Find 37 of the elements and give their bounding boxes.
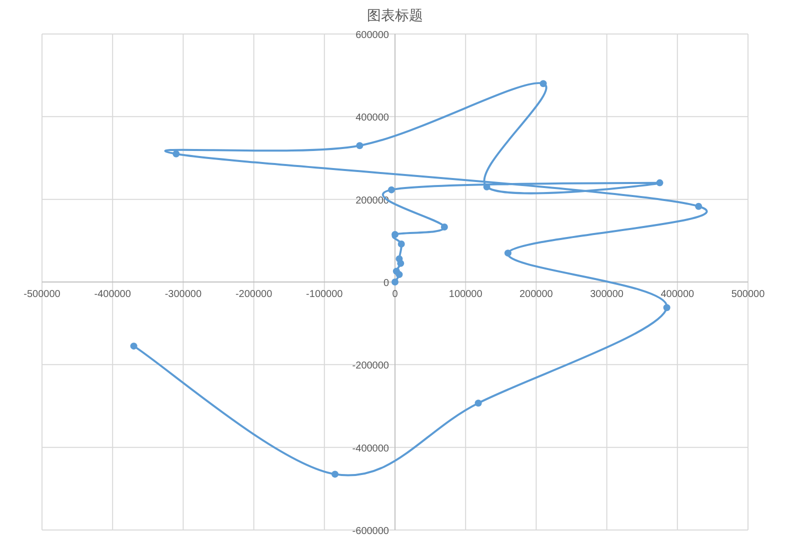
- point: [504, 250, 512, 257]
- point: [540, 80, 547, 88]
- y-tick-label: 600000: [356, 30, 390, 41]
- point: [483, 183, 490, 190]
- y-tick-label: 200000: [356, 195, 390, 206]
- y-tick-label: 400000: [356, 112, 390, 124]
- y-tick-label: 0: [383, 278, 390, 289]
- x-tick-label: 400000: [660, 289, 695, 300]
- x-tick-label: 300000: [590, 289, 624, 300]
- point: [388, 186, 395, 194]
- point: [474, 400, 482, 407]
- y-tick-label: -600000: [352, 526, 390, 537]
- point: [396, 255, 403, 262]
- x-tick-label: 0: [392, 289, 398, 300]
- x-tick-label: -200000: [235, 289, 273, 300]
- point: [356, 142, 364, 150]
- x-tick-label: 100000: [448, 289, 483, 300]
- point: [663, 304, 670, 312]
- point: [392, 230, 398, 238]
- point: [656, 179, 664, 186]
- y-tick-label: -200000: [352, 360, 390, 372]
- point: [392, 278, 398, 286]
- point: [331, 470, 338, 478]
- y-tick-label: -400000: [352, 443, 390, 454]
- point: [440, 224, 448, 231]
- chart-title: 图表标题: [367, 7, 423, 23]
- x-tick-label: -500000: [24, 289, 61, 300]
- point: [392, 268, 400, 275]
- point: [172, 150, 180, 158]
- x-tick-label: 500000: [731, 289, 766, 300]
- point: [130, 342, 138, 350]
- point: [695, 202, 702, 210]
- point: [398, 240, 405, 248]
- x-tick-label: -300000: [164, 289, 202, 300]
- x-tick-label: -100000: [306, 289, 344, 300]
- x-tick-label: -400000: [94, 289, 132, 300]
- x-tick-label: 200000: [520, 289, 554, 300]
